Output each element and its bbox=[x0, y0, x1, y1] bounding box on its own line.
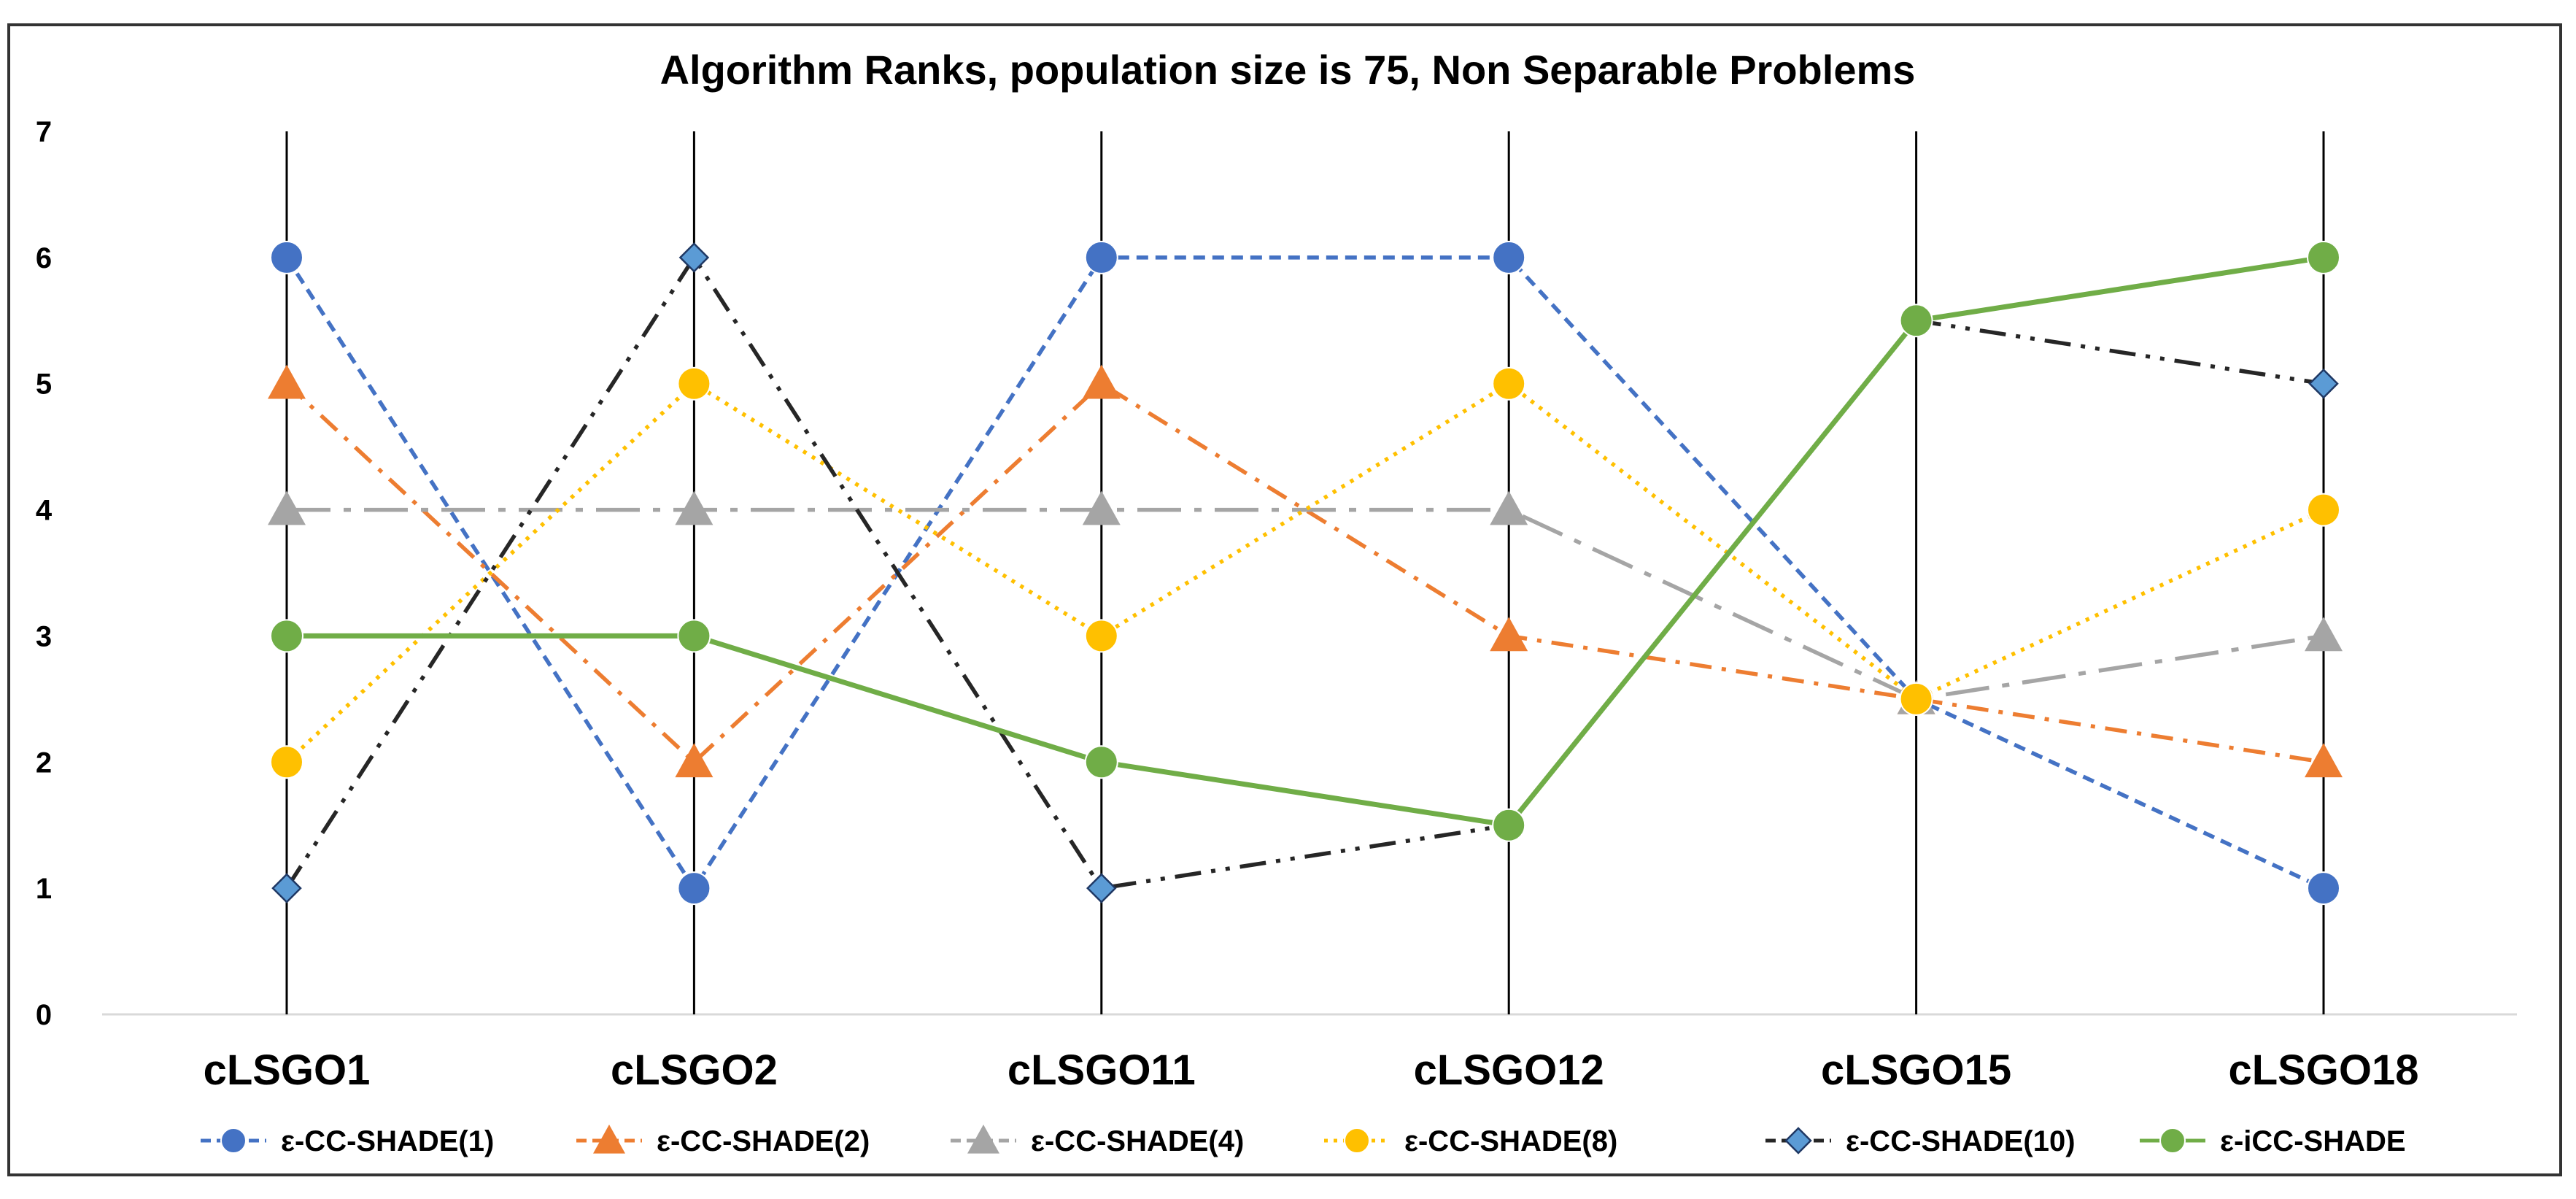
data-point bbox=[2159, 1127, 2186, 1154]
legend-label: ε-CC-SHADE(8) bbox=[1404, 1125, 1617, 1157]
gridlines bbox=[102, 131, 2517, 1016]
legend-entry: ε-CC-SHADE(8) bbox=[1324, 1125, 1617, 1157]
legend-entry: ε-CC-SHADE(10) bbox=[1765, 1125, 2076, 1157]
series-line bbox=[285, 381, 2324, 766]
y-tick-label: 0 bbox=[36, 999, 52, 1031]
x-tick-label: cLSGO18 bbox=[2228, 1046, 2418, 1094]
data-point bbox=[1899, 304, 1933, 338]
legend-entry: ε-CC-SHADE(2) bbox=[576, 1125, 870, 1157]
y-tick-label: 1 bbox=[36, 873, 52, 905]
data-point bbox=[1344, 1127, 1370, 1154]
series-line bbox=[287, 507, 2324, 701]
series-3 bbox=[270, 366, 2340, 779]
data-point bbox=[1086, 873, 1117, 903]
series-group bbox=[268, 240, 2343, 906]
x-tick-label: cLSGO1 bbox=[204, 1046, 371, 1094]
series-4 bbox=[271, 242, 2339, 903]
data-point bbox=[1082, 490, 1121, 525]
y-tick-label: 2 bbox=[36, 747, 52, 779]
data-point bbox=[1899, 682, 1933, 716]
data-point bbox=[268, 490, 306, 525]
data-point bbox=[2305, 617, 2343, 652]
data-point bbox=[2308, 368, 2339, 399]
chart-title: Algorithm Ranks, population size is 75, … bbox=[660, 47, 1916, 93]
data-point bbox=[675, 490, 713, 525]
data-point bbox=[2305, 743, 2343, 778]
legend-label: ε-CC-SHADE(2) bbox=[657, 1125, 870, 1157]
series-line bbox=[285, 253, 2324, 891]
y-tick-label: 4 bbox=[36, 495, 53, 527]
data-point bbox=[2307, 871, 2340, 906]
data-point bbox=[1082, 364, 1121, 399]
legend: ε-CC-SHADE(1) ε-CC-SHADE(2) ε-CC-SHADE(4) ε… bbox=[201, 1125, 2406, 1157]
data-point bbox=[270, 619, 303, 653]
legend-label: ε-iCC-SHADE bbox=[2220, 1125, 2406, 1157]
data-point bbox=[268, 364, 306, 399]
series-line bbox=[285, 381, 2325, 764]
x-axis-ticks: cLSGO1 cLSGO2 cLSGO11 cLSGO12 cLSGO15 cLSGO18 bbox=[204, 1046, 2419, 1094]
data-point bbox=[1490, 617, 1528, 652]
x-tick-label: cLSGO12 bbox=[1414, 1046, 1604, 1094]
legend-entry: ε-CC-SHADE(1) bbox=[201, 1125, 494, 1157]
series-0 bbox=[270, 240, 2340, 906]
series-line bbox=[285, 255, 2325, 892]
data-point bbox=[677, 366, 711, 401]
y-tick-label: 3 bbox=[36, 620, 52, 652]
legend-entry: ε-iCC-SHADE bbox=[2140, 1125, 2406, 1157]
data-point bbox=[967, 1125, 999, 1154]
data-point bbox=[1492, 240, 1526, 274]
x-tick-label: cLSGO11 bbox=[1007, 1046, 1196, 1094]
series-1 bbox=[268, 364, 2343, 778]
legend-label: ε-CC-SHADE(4) bbox=[1031, 1125, 1244, 1157]
data-point bbox=[675, 743, 713, 778]
data-point bbox=[2307, 240, 2340, 274]
legend-label: ε-CC-SHADE(10) bbox=[1846, 1125, 2076, 1157]
data-point bbox=[1492, 808, 1526, 842]
data-point bbox=[1084, 619, 1118, 653]
y-tick-label: 5 bbox=[36, 369, 52, 401]
series-line bbox=[287, 255, 2324, 828]
data-point bbox=[270, 240, 303, 274]
series-5 bbox=[270, 240, 2340, 842]
data-point bbox=[270, 745, 303, 779]
data-point bbox=[677, 871, 711, 906]
data-point bbox=[1490, 490, 1528, 525]
x-tick-label: cLSGO15 bbox=[1821, 1046, 2011, 1094]
series-2 bbox=[268, 490, 2343, 714]
data-point bbox=[1084, 745, 1118, 779]
chart-frame bbox=[7, 23, 2562, 1176]
x-tick-label: cLSGO2 bbox=[611, 1046, 778, 1094]
data-point bbox=[1492, 366, 1526, 401]
data-point bbox=[1084, 240, 1118, 274]
data-point bbox=[1784, 1127, 1812, 1154]
data-point bbox=[220, 1127, 247, 1154]
legend-label: ε-CC-SHADE(1) bbox=[281, 1125, 494, 1157]
y-tick-label: 7 bbox=[36, 116, 52, 148]
y-tick-label: 6 bbox=[36, 242, 52, 274]
data-point bbox=[593, 1125, 625, 1154]
data-point bbox=[2307, 493, 2340, 527]
y-axis-ticks: 0 1 2 3 4 5 6 7 bbox=[36, 116, 53, 1031]
data-point bbox=[271, 873, 302, 903]
data-point bbox=[678, 242, 710, 273]
data-point bbox=[677, 619, 711, 653]
legend-entry: ε-CC-SHADE(4) bbox=[951, 1125, 1244, 1157]
